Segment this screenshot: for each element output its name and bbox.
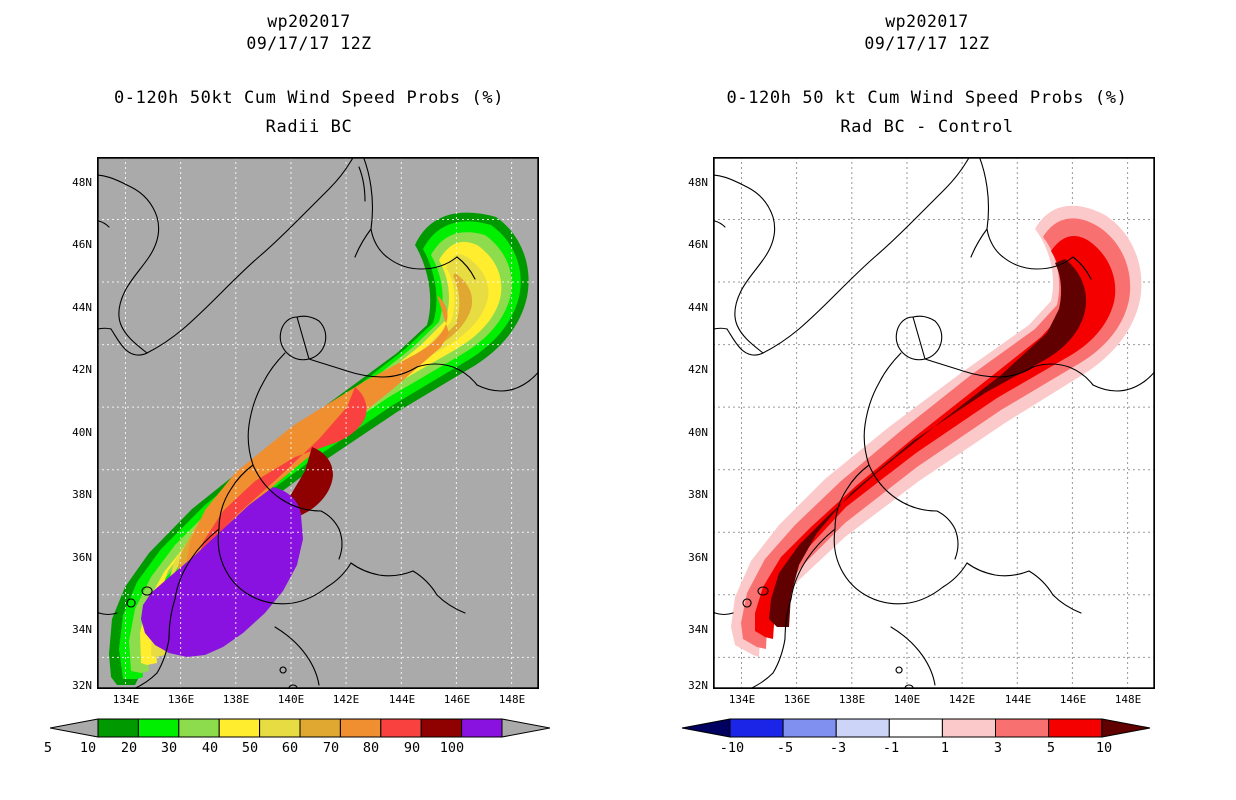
y-tick-4: 40N <box>72 426 92 439</box>
colorbar-right-label-0: -10 <box>719 740 745 756</box>
contour-band-plus5 <box>755 236 1116 640</box>
panel-rad-bc-minus-control: wp202017 09/17/17 12Z 0-120h 50 kt Cum W… <box>618 0 1236 800</box>
colorbar-left-label-3: 30 <box>160 740 178 756</box>
y-tick-2: 36N <box>688 551 708 564</box>
x-tick-7: 148E <box>1114 693 1142 706</box>
y-tick-1: 34N <box>688 623 708 636</box>
colorbar-left-svg <box>49 718 551 738</box>
coastline-paths <box>97 157 539 689</box>
x-tick-7: 148E <box>498 693 526 706</box>
panel-subtitle: Radii BC <box>265 117 353 137</box>
map-svg-right <box>713 157 1155 689</box>
y-tick-7: 46N <box>72 238 92 251</box>
panel-storm-id: wp202017 <box>267 12 351 31</box>
x-tick-0: 134E <box>112 693 140 706</box>
panel-radii-bc: wp202017 09/17/17 12Z 0-120h 50kt Cum Wi… <box>43 12 551 756</box>
colorbar-left-label-6: 60 <box>281 740 299 756</box>
panel-subtitle: Rad BC - Control <box>840 117 1014 137</box>
contour-band-40 <box>151 254 489 657</box>
colorbar-under-arrow <box>681 718 731 738</box>
colorbar-left <box>49 716 551 744</box>
contour-band-90 <box>141 487 303 657</box>
x-tick-5: 144E <box>1004 693 1032 706</box>
map-plot-right <box>713 157 1155 689</box>
y-tick-0: 32N <box>72 679 92 692</box>
y-tick-5: 42N <box>72 363 92 376</box>
x-tick-0: 134E <box>728 693 756 706</box>
colorbar-swatches <box>97 718 503 738</box>
x-tick-3: 140E <box>893 693 921 706</box>
x-tick-2: 138E <box>222 693 250 706</box>
y-tick-5: 42N <box>688 363 708 376</box>
map-plot-left <box>97 157 539 689</box>
colorbar-right-label-2: -3 <box>829 740 847 756</box>
colorbar-right-label-3: -1 <box>882 740 900 756</box>
y-tick-2: 36N <box>72 551 92 564</box>
y-tick-6: 44N <box>688 301 708 314</box>
colorbar-right-label-7: 10 <box>1095 740 1113 756</box>
colorbar-left-label-1: 10 <box>79 740 97 756</box>
contour-band-60 <box>171 295 449 635</box>
x-tick-6: 146E <box>443 693 471 706</box>
colorbar-over-arrow <box>1101 718 1151 738</box>
panel-storm-id: wp202017 <box>885 12 969 31</box>
contour-band-10 <box>119 221 521 679</box>
x-tick-3: 140E <box>277 693 305 706</box>
x-tick-2: 138E <box>838 693 866 706</box>
colorbar-right-label-5: 3 <box>993 740 1003 756</box>
coastline-paths <box>713 157 1155 689</box>
contour-band-80 <box>197 447 333 643</box>
colorbar-under-arrow <box>49 718 99 738</box>
colorbar-swatches <box>729 718 1103 738</box>
panel-date: 09/17/17 12Z <box>246 34 372 53</box>
colorbar-left-label-7: 70 <box>322 740 340 756</box>
y-tick-0: 32N <box>688 679 708 692</box>
colorbar-left-label-10: 100 <box>439 740 465 756</box>
y-tick-1: 34N <box>72 623 92 636</box>
colorbar-left-label-4: 40 <box>201 740 219 756</box>
map-svg-left <box>97 157 539 689</box>
panel-date: 09/17/17 12Z <box>864 34 990 53</box>
x-tick-6: 146E <box>1059 693 1087 706</box>
colorbar-left-label-0: 5 <box>43 740 53 756</box>
colorbar-over-arrow <box>501 718 551 738</box>
y-tick-4: 40N <box>688 426 708 439</box>
contour-band-70 <box>182 387 367 627</box>
contour-bands <box>731 205 1142 657</box>
y-tick-7: 46N <box>688 238 708 251</box>
y-tick-3: 38N <box>72 488 92 501</box>
colorbar-right-svg <box>681 718 1151 738</box>
x-tick-1: 136E <box>167 693 195 706</box>
x-tick-5: 144E <box>388 693 416 706</box>
colorbar-right-label-4: 1 <box>940 740 950 756</box>
map-frame <box>97 157 539 689</box>
panel-title: 0-120h 50 kt Cum Wind Speed Probs (%) <box>726 88 1128 108</box>
graticule-lines <box>97 157 539 689</box>
colorbar-right-label-6: 5 <box>1046 740 1056 756</box>
colorbar-left-label-2: 20 <box>120 740 138 756</box>
map-frame <box>713 157 1155 689</box>
y-tick-8: 48N <box>688 176 708 189</box>
panel-title: 0-120h 50kt Cum Wind Speed Probs (%) <box>113 88 505 108</box>
colorbar-left-label-9: 90 <box>403 740 421 756</box>
colorbar-left-label-5: 50 <box>241 740 259 756</box>
y-tick-3: 38N <box>688 488 708 501</box>
colorbar-right <box>666 716 1166 744</box>
x-tick-1: 136E <box>783 693 811 706</box>
x-tick-4: 142E <box>948 693 976 706</box>
x-tick-4: 142E <box>332 693 360 706</box>
colorbar-right-label-1: -5 <box>776 740 794 756</box>
colorbar-left-label-8: 80 <box>362 740 380 756</box>
y-tick-6: 44N <box>72 301 92 314</box>
y-tick-8: 48N <box>72 176 92 189</box>
